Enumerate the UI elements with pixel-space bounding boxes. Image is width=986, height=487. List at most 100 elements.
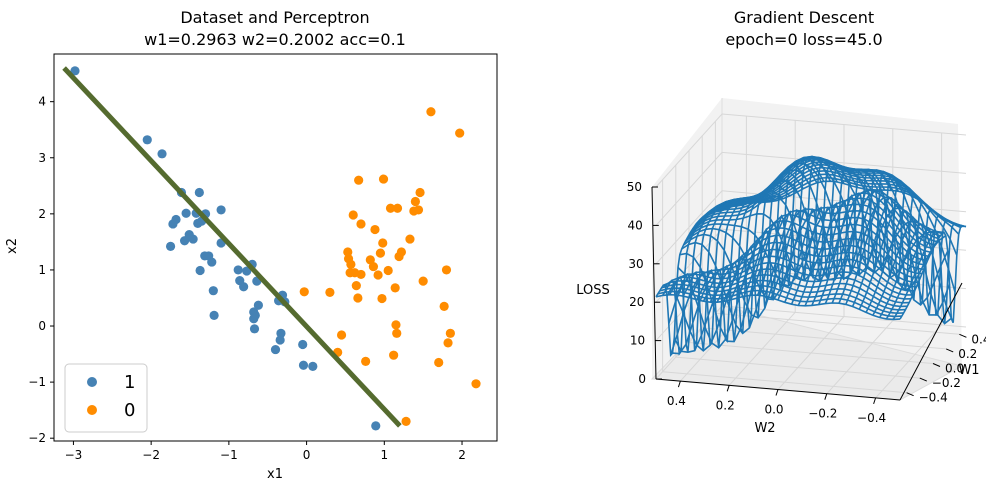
- data-point-class-0: [377, 293, 387, 304]
- w2-tick-mark: [726, 385, 730, 392]
- surface-wire-w2: [865, 201, 933, 313]
- w1-tick-mark: [959, 333, 967, 338]
- left-scatter-points: [70, 66, 481, 431]
- data-point-class-0: [354, 175, 364, 185]
- left-subtitle: w1=0.2963 w2=0.2002 acc=0.1: [144, 30, 406, 49]
- x-tick-label: 0: [303, 448, 311, 462]
- data-point-class-0: [385, 203, 396, 213]
- data-point-class-0: [443, 338, 453, 348]
- data-point-class-0: [346, 259, 356, 269]
- surface-wire-w2: [838, 174, 906, 304]
- data-point-class-1: [233, 265, 243, 275]
- data-point-class-0: [389, 350, 399, 360]
- data-point-class-0: [383, 265, 393, 276]
- data-point-class-0: [426, 107, 436, 117]
- z-tick-label: 20: [629, 295, 644, 309]
- data-point-class-0: [391, 320, 401, 330]
- data-point-class-0: [375, 248, 386, 258]
- surface-wire-w2: [770, 156, 838, 299]
- data-point-class-1: [70, 66, 80, 76]
- w1-tick-mark: [932, 363, 941, 367]
- w1-axis-line: [899, 282, 963, 401]
- data-point-class-0: [415, 187, 425, 198]
- grid-floor-line: [777, 316, 845, 390]
- left-x-axis-label: x1: [267, 467, 283, 482]
- x-tick-label: −2: [142, 448, 160, 462]
- right-subtitle: epoch=0 loss=45.0: [725, 30, 882, 49]
- surface-wire-w2: [804, 168, 872, 307]
- w1-tick-label: 0.2: [958, 347, 977, 361]
- data-point-class-0: [392, 328, 402, 338]
- data-point-class-1: [171, 214, 181, 225]
- y-tick-label: 1: [38, 263, 46, 277]
- left-x-ticks: −3 −2 −1 0 1 2: [65, 441, 466, 462]
- w2-tick-label: 0.0: [764, 403, 783, 417]
- x-tick-label: −3: [65, 448, 83, 462]
- legend-box: [64, 363, 148, 433]
- w2-tick-label: 0.4: [667, 394, 686, 408]
- data-point-class-1: [142, 135, 152, 145]
- surface-wire-w2: [716, 189, 784, 334]
- x-tick-label: 1: [380, 448, 388, 462]
- data-point-class-1: [253, 300, 264, 310]
- left-title: Dataset and Perceptron: [180, 8, 369, 27]
- surface-wire-w2: [709, 192, 777, 342]
- left-y-ticks: −2 −1 0 1 2 3 4: [28, 95, 54, 445]
- data-point-class-1: [194, 187, 204, 198]
- data-point-class-1: [207, 257, 217, 267]
- data-point-class-0: [378, 174, 389, 184]
- grid-z-line: [655, 113, 967, 188]
- data-point-class-0: [348, 210, 358, 220]
- w1-ticks: 0.40.20.0−0.2−0.4: [906, 332, 986, 405]
- data-point-class-0: [325, 287, 335, 297]
- data-point-class-1: [239, 282, 249, 292]
- data-point-class-0: [390, 283, 400, 293]
- surface-wire-w2: [668, 203, 736, 353]
- data-point-class-0: [299, 287, 309, 297]
- x-tick-label: −1: [220, 448, 238, 462]
- z-tick-label: 10: [630, 334, 645, 348]
- data-point-class-0: [361, 356, 371, 366]
- surface-wire-w2: [845, 178, 913, 305]
- data-point-class-0: [455, 128, 465, 138]
- z-axis-line: [651, 186, 657, 380]
- y-tick-label: −2: [28, 431, 46, 445]
- data-point-class-0: [410, 196, 420, 207]
- w2-tick-mark: [775, 389, 779, 396]
- data-point-class-1: [157, 149, 167, 159]
- surface-wire-w2: [790, 164, 859, 305]
- data-point-class-0: [413, 205, 424, 215]
- z-axis-label: LOSS: [576, 283, 610, 298]
- w1-tick-label: −0.4: [919, 391, 948, 405]
- surface-wire-w2: [736, 170, 804, 309]
- surface-wire-w2: [858, 193, 926, 310]
- w1-tick-mark: [919, 377, 927, 382]
- data-point-class-0: [396, 247, 407, 257]
- y-tick-label: 3: [38, 151, 46, 165]
- surface-wire-w2: [750, 159, 818, 296]
- legend-label-1: 1: [124, 372, 135, 393]
- data-point-class-0: [351, 281, 361, 291]
- w1-tick-label: 0.4: [971, 332, 986, 346]
- y-tick-label: 4: [38, 95, 46, 109]
- surface-wire-w2: [777, 159, 845, 301]
- grid-z-line: [655, 151, 967, 226]
- data-point-class-0: [418, 276, 428, 286]
- data-point-class-1: [195, 265, 205, 276]
- legend-marker-1: [87, 377, 97, 387]
- data-point-class-0: [336, 330, 347, 340]
- legend-marker-0: [87, 405, 97, 415]
- z-ticks: 0 10 20 30 40 50: [627, 180, 662, 386]
- surface-wire-w2: [879, 215, 947, 318]
- data-point-class-0: [343, 247, 353, 257]
- legend-label-0: 0: [124, 400, 135, 421]
- data-point-class-0: [373, 270, 383, 280]
- perceptron-line: [62, 66, 402, 428]
- z-tick-label: 30: [628, 257, 643, 271]
- data-point-class-0: [471, 379, 481, 389]
- surface-wire-w2: [824, 169, 893, 304]
- data-point-class-1: [209, 310, 219, 320]
- surface-wire-w2: [885, 219, 953, 320]
- data-point-class-0: [370, 224, 380, 235]
- data-point-class-1: [298, 339, 308, 350]
